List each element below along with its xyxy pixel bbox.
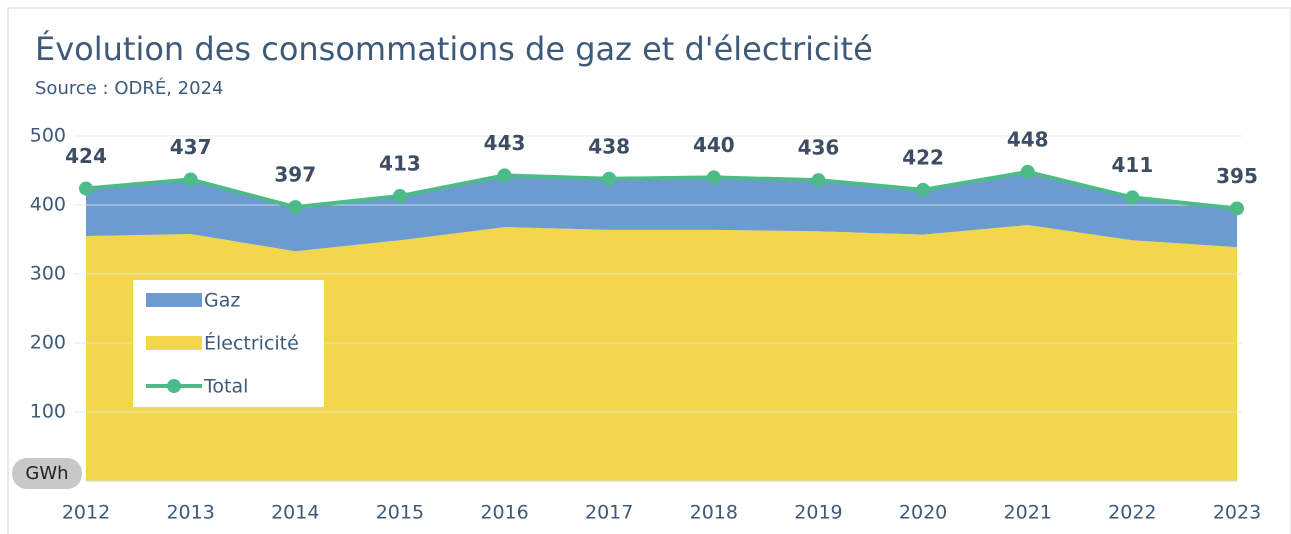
legend: Gaz Électricité Total (133, 280, 324, 407)
line-total (85, 169, 1238, 211)
y-tick-label: 300 (30, 263, 66, 285)
total-point (602, 171, 617, 186)
x-tick-label: 2015 (376, 502, 424, 524)
data-label: 397 (274, 163, 316, 187)
x-tick-label: 2012 (62, 502, 110, 524)
legend-swatch (146, 336, 202, 350)
data-label: 424 (65, 144, 107, 168)
legend-label: Électricité (204, 332, 299, 355)
y-tick-label: 500 (30, 125, 66, 147)
legend-label: Gaz (204, 290, 240, 312)
y-tick-label: 400 (30, 194, 66, 216)
y-tick-label: 200 (30, 332, 66, 354)
total-point (811, 173, 826, 188)
x-tick-label: 2017 (585, 502, 633, 524)
data-label: 395 (1216, 164, 1258, 188)
legend-label: Total (203, 376, 248, 398)
data-label: 413 (379, 152, 421, 176)
total-point (916, 182, 931, 197)
data-label: 436 (798, 136, 840, 160)
total-point (706, 170, 721, 185)
data-label: 411 (1111, 153, 1153, 177)
area-electricite (86, 225, 1237, 481)
frame (7, 7, 1291, 534)
data-label: 440 (693, 133, 735, 157)
x-tick-label: 2021 (1004, 502, 1052, 524)
total-point (1125, 190, 1140, 205)
data-label: 437 (170, 135, 212, 159)
total-point (79, 181, 93, 196)
x-tick-label: 2013 (166, 502, 214, 524)
x-tick-label: 2016 (480, 502, 528, 524)
chart-subtitle: Source : ODRÉ, 2024 (35, 77, 224, 99)
data-label: 438 (588, 134, 630, 158)
data-label: 448 (1007, 127, 1049, 151)
legend-swatch (146, 293, 202, 307)
y-axis-label: GWh (25, 463, 68, 484)
total-point (183, 172, 198, 187)
total-point (1230, 201, 1244, 216)
total-point (1020, 164, 1035, 179)
chart-title: Évolution des consommations de gaz et d'… (35, 30, 873, 68)
x-tick-label: 2018 (690, 502, 738, 524)
x-tick-label: 2020 (899, 502, 947, 524)
x-tick-label: 2023 (1213, 502, 1261, 524)
x-tick-label: 2022 (1108, 502, 1156, 524)
total-point (288, 200, 303, 215)
data-label: 443 (484, 131, 526, 155)
total-point (392, 189, 407, 204)
unit-pill (12, 458, 82, 489)
total-point (497, 168, 512, 183)
data-label: 422 (902, 145, 944, 169)
legend-swatch (167, 379, 181, 393)
x-tick-label: 2014 (271, 502, 319, 524)
area-gaz (86, 171, 1237, 252)
y-tick-label: 100 (30, 401, 66, 423)
x-tick-label: 2019 (794, 502, 842, 524)
